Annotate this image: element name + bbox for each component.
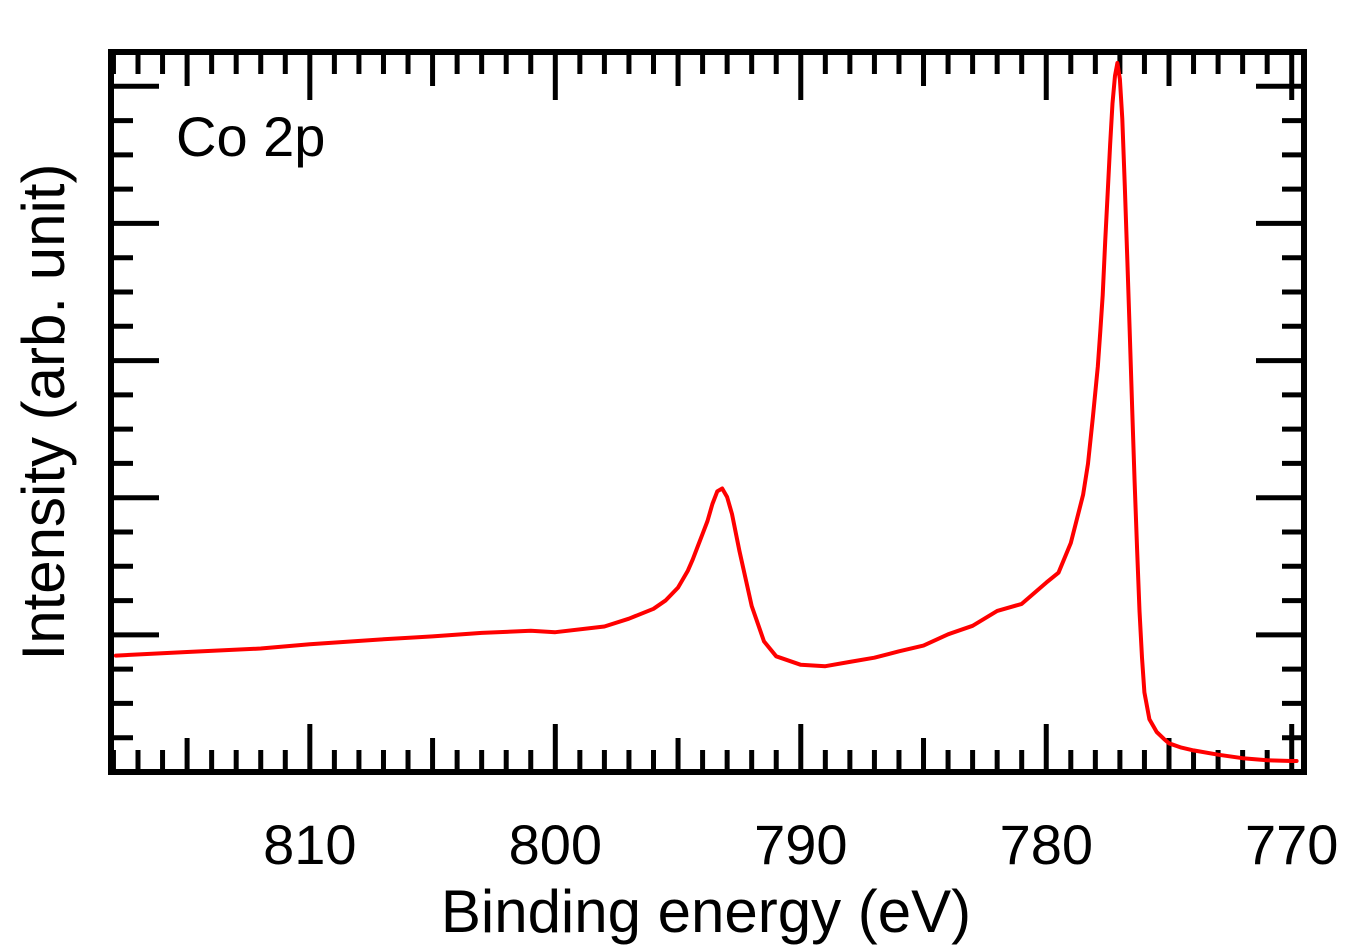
x-tick-label: 800 <box>509 813 602 876</box>
x-tick-label: 810 <box>263 813 356 876</box>
x-tick-labels: 810 800 790 780 770 <box>263 813 1338 876</box>
series-line-co-2p <box>113 61 1299 763</box>
axis-ticks <box>110 52 1304 772</box>
y-axis-title: Intensity (arb. unit) <box>10 164 77 661</box>
annotation-label: Co 2p <box>176 105 325 168</box>
plot-frame <box>108 49 1307 775</box>
x-axis-title: Binding energy (eV) <box>441 878 971 945</box>
x-tick-label: 790 <box>754 813 847 876</box>
x-tick-label: 780 <box>1000 813 1093 876</box>
x-tick-label: 770 <box>1245 813 1338 876</box>
